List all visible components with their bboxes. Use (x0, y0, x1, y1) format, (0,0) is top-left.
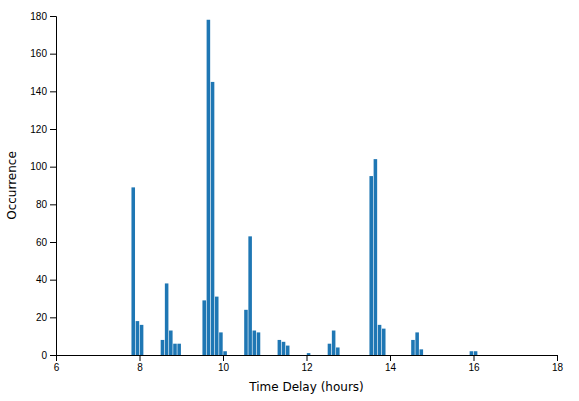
bar (278, 340, 282, 355)
plot: 681012141618020406080100120140160180 (30, 11, 563, 373)
chart-container: 681012141618020406080100120140160180Time… (0, 0, 579, 401)
bar (219, 332, 223, 355)
bar (382, 329, 386, 355)
x-tick: 8 (137, 355, 143, 373)
x-tick-mark (390, 355, 391, 361)
x-axis-line (57, 356, 558, 362)
bar (307, 353, 311, 355)
bar (336, 347, 340, 355)
y-tick: 60 (36, 237, 56, 248)
y-tick: 80 (36, 199, 56, 210)
x-tick-label: 18 (552, 362, 564, 373)
bar (202, 300, 206, 355)
x-tick-label: 14 (385, 362, 397, 373)
bar (253, 331, 257, 355)
y-tick-label: 140 (30, 86, 47, 97)
x-axis: 6 8 10 12 14 16 18 (54, 355, 564, 373)
bar (173, 344, 177, 355)
bar (177, 344, 181, 355)
bar (257, 332, 261, 355)
y-tick-mark (50, 16, 56, 17)
y-axis-line (50, 17, 57, 356)
y-tick: 180 (30, 11, 56, 22)
y-tick-mark (50, 54, 56, 55)
x-tick: 6 (54, 355, 60, 373)
x-tick: 18 (552, 355, 564, 373)
x-tick-label: 8 (137, 362, 143, 373)
y-tick: 120 (30, 124, 56, 135)
bar (215, 297, 219, 355)
bar (415, 332, 419, 355)
y-tick-label: 20 (36, 312, 48, 323)
bar (282, 342, 286, 355)
bar (474, 351, 478, 355)
y-tick-mark (50, 204, 56, 205)
bar (136, 321, 140, 355)
bar (420, 349, 424, 355)
y-tick-label: 0 (41, 350, 47, 361)
bar (470, 351, 474, 355)
x-tick-label: 6 (54, 362, 60, 373)
y-tick-label: 120 (30, 124, 47, 135)
bar (165, 283, 169, 355)
x-tick: 12 (301, 355, 313, 373)
y-tick-mark (50, 355, 56, 356)
y-tick-label: 180 (30, 11, 47, 22)
x-tick-mark (140, 355, 141, 361)
y-tick-mark (50, 91, 56, 92)
y-tick-label: 80 (36, 199, 48, 210)
y-tick-label: 60 (36, 237, 48, 248)
x-tick-mark (223, 355, 224, 361)
y-tick-mark (50, 242, 56, 243)
bar (244, 310, 248, 355)
x-tick-mark (474, 355, 475, 361)
bar (374, 159, 378, 355)
y-tick: 160 (30, 48, 56, 59)
x-tick: 16 (468, 355, 480, 373)
bar (378, 325, 382, 355)
bar (332, 331, 336, 355)
y-tick-label: 160 (30, 48, 47, 59)
bar (169, 331, 173, 355)
y-tick: 0 (41, 350, 56, 361)
y-tick-mark (50, 167, 56, 168)
x-tick: 14 (385, 355, 397, 373)
bar (131, 187, 135, 355)
y-tick: 140 (30, 86, 56, 97)
x-tick-label: 16 (468, 362, 480, 373)
bar (161, 340, 165, 355)
y-axis: 0 20 40 60 80 100 120 140 160 180 (30, 11, 56, 361)
bar (286, 346, 290, 355)
y-axis-title: Occurrence (5, 151, 19, 220)
bar (411, 340, 415, 355)
x-tick: 10 (218, 355, 230, 373)
bar (140, 325, 144, 355)
y-tick: 40 (36, 274, 56, 285)
bar (223, 351, 227, 355)
chart-svg: 681012141618020406080100120140160180Time… (0, 0, 579, 401)
x-tick-mark (307, 355, 308, 361)
bar (248, 236, 252, 355)
bar (211, 82, 215, 355)
y-tick-label: 40 (36, 274, 48, 285)
y-tick-label: 100 (30, 161, 47, 172)
bar (369, 176, 373, 355)
x-tick-label: 12 (301, 362, 313, 373)
y-tick-mark (50, 280, 56, 281)
x-axis-title: Time Delay (hours) (248, 380, 364, 394)
y-tick-mark (50, 317, 56, 318)
bars (131, 20, 477, 355)
y-tick: 100 (30, 161, 56, 172)
x-tick-label: 10 (218, 362, 230, 373)
x-tick-mark (557, 355, 558, 361)
bar (207, 20, 211, 355)
bar (328, 344, 332, 355)
y-tick: 20 (36, 312, 56, 323)
y-tick-mark (50, 129, 56, 130)
